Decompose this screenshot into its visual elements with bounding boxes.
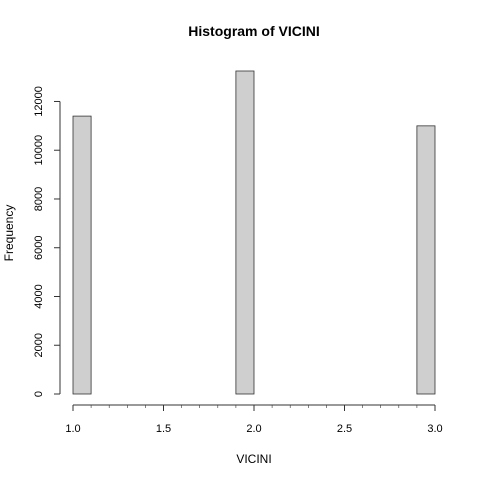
x-tick-label: 2.0 xyxy=(246,423,261,435)
chart-title: Histogram of VICINI xyxy=(188,23,319,39)
histogram-bar xyxy=(72,115,92,395)
x-tick-label: 1.0 xyxy=(65,423,80,435)
y-tick-label: 12000 xyxy=(33,86,45,117)
y-tick-label: 10000 xyxy=(33,135,45,166)
histogram-bar xyxy=(416,125,436,395)
y-tick-label: 4000 xyxy=(33,284,45,308)
histogram-bar xyxy=(235,70,255,395)
x-axis-label: VICINI xyxy=(236,452,271,466)
x-tick-label: 2.5 xyxy=(337,423,352,435)
x-axis: 1.0 1.5 2.0 2.5 3.0 xyxy=(65,404,443,435)
y-tick-label: 2000 xyxy=(33,333,45,357)
y-axis-label: Frequency xyxy=(2,205,16,262)
y-tick-label: 0 xyxy=(33,391,45,397)
bars-group xyxy=(72,70,436,395)
x-tick-label: 1.5 xyxy=(156,423,171,435)
y-tick-label: 8000 xyxy=(33,187,45,211)
y-axis: 0 2000 4000 6000 8000 10000 12000 xyxy=(33,86,61,397)
y-tick-label: 6000 xyxy=(33,235,45,259)
x-tick-label: 3.0 xyxy=(427,423,442,435)
